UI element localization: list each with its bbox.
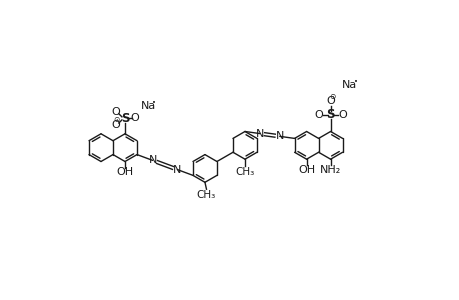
Text: O: O bbox=[111, 119, 120, 130]
Text: •: • bbox=[353, 79, 357, 85]
Text: O: O bbox=[313, 110, 322, 119]
Text: O: O bbox=[111, 107, 120, 117]
Text: O: O bbox=[130, 113, 139, 123]
Text: •: • bbox=[152, 100, 156, 106]
Text: N: N bbox=[173, 164, 181, 175]
Text: Na: Na bbox=[140, 101, 156, 111]
Text: S: S bbox=[325, 108, 334, 121]
Text: N: N bbox=[255, 129, 263, 139]
Text: CH₃: CH₃ bbox=[196, 190, 216, 200]
Text: O: O bbox=[338, 110, 347, 119]
Text: OH: OH bbox=[297, 165, 314, 175]
Text: CH₃: CH₃ bbox=[235, 167, 254, 176]
Text: S: S bbox=[121, 112, 129, 125]
Text: N: N bbox=[148, 155, 157, 165]
Text: OH: OH bbox=[116, 167, 133, 177]
Text: ⊙: ⊙ bbox=[113, 116, 119, 124]
Text: NH₂: NH₂ bbox=[319, 165, 341, 175]
Text: N: N bbox=[275, 131, 283, 141]
Text: O: O bbox=[325, 96, 334, 106]
Text: Na: Na bbox=[341, 80, 357, 90]
Text: ⊙: ⊙ bbox=[328, 92, 335, 101]
